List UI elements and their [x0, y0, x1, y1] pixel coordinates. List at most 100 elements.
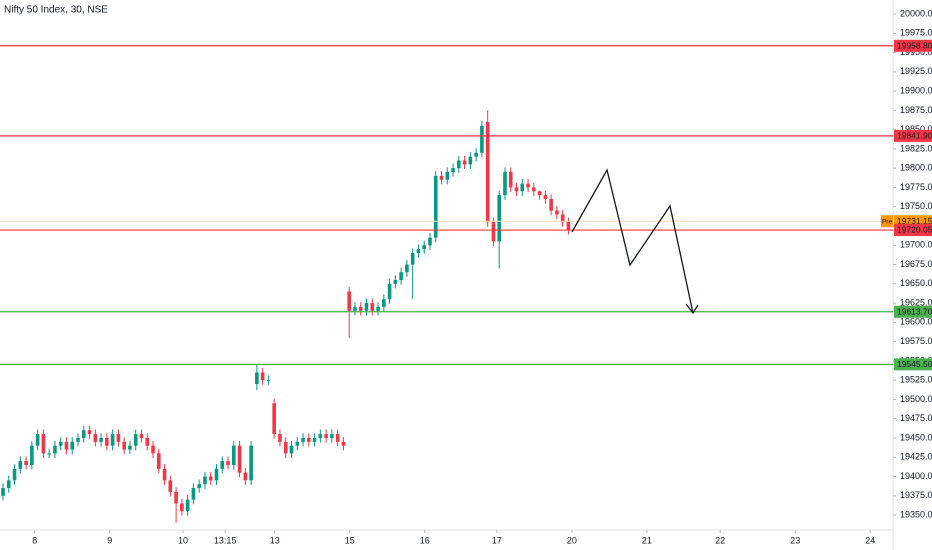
x-tick-label: 9 — [107, 535, 112, 545]
y-tick-label: 19625.00 — [900, 297, 932, 307]
y-tick-label: 19750.00 — [900, 201, 932, 211]
candle-body — [12, 468, 17, 481]
x-tick-label: 8 — [32, 535, 37, 545]
candle-body — [549, 199, 553, 211]
y-tick-label: 19500.00 — [900, 394, 932, 404]
candle-body — [457, 160, 461, 169]
x-tick-label: 20 — [567, 535, 577, 545]
x-tick-label: 24 — [865, 535, 875, 545]
candle-body — [272, 403, 276, 435]
candle-body — [422, 245, 426, 250]
candle-body — [145, 437, 150, 446]
candle-body — [514, 187, 519, 192]
candle-body — [243, 472, 248, 481]
price-label: 19731.15 — [897, 216, 932, 226]
x-tick-label: 15 — [345, 535, 355, 545]
candle-body — [255, 372, 259, 385]
price-label: 19720.05 — [897, 225, 932, 235]
candle-body — [93, 434, 98, 442]
y-tick-label: 19950.00 — [900, 47, 932, 57]
candle-body — [358, 306, 363, 311]
y-tick-label: 19525.00 — [900, 375, 932, 385]
candle-body — [468, 156, 473, 165]
candle-body — [35, 434, 40, 446]
candle-body — [335, 434, 340, 442]
candle-body — [480, 125, 484, 153]
candle-body — [376, 306, 380, 311]
candle-body — [47, 453, 51, 455]
x-tick-label: 16 — [420, 535, 430, 545]
x-tick-label: 10 — [178, 535, 188, 545]
candle-body — [87, 430, 92, 435]
y-tick-label: 19700.00 — [900, 240, 932, 250]
candle-body — [416, 249, 421, 253]
candle-body — [208, 476, 213, 481]
candle-body — [249, 445, 253, 481]
candle-body — [508, 172, 513, 188]
candle-body — [537, 191, 542, 196]
candle-body — [491, 222, 496, 242]
candle-body — [156, 453, 161, 469]
candle-body — [318, 434, 323, 438]
candle-body — [405, 264, 409, 273]
candle-body — [364, 303, 369, 311]
y-tick-label: 19850.00 — [900, 124, 932, 134]
y-tick-label: 19800.00 — [900, 163, 932, 173]
candle-body — [353, 306, 357, 311]
candle-body — [203, 476, 207, 485]
candle-body — [105, 437, 109, 446]
candle-body — [30, 445, 34, 465]
candle-body — [76, 437, 80, 442]
candle-body — [382, 299, 386, 307]
candle-body — [330, 434, 334, 438]
candle-body — [151, 445, 155, 454]
y-tick-label: 19600.00 — [900, 317, 932, 327]
candle-body — [410, 252, 415, 265]
y-tick-label: 19875.00 — [900, 105, 932, 115]
candle-body — [555, 210, 559, 215]
marks: 19350.00 19375.00 19400.00 19425.00 19450.00… — [0, 8, 932, 545]
candle-body — [428, 237, 432, 246]
candle-body — [6, 480, 11, 489]
candle-body — [503, 172, 507, 196]
candle-body — [174, 491, 178, 504]
price-label-box — [894, 39, 932, 52]
candle-body — [70, 441, 75, 450]
x-tick-label: 21 — [642, 535, 652, 545]
y-tick-label: 19350.00 — [900, 509, 932, 519]
candle-body — [64, 441, 69, 450]
candle-body — [18, 461, 23, 469]
candle-body — [197, 484, 201, 489]
candle-body — [1, 488, 5, 496]
y-tick-label: 19450.00 — [900, 432, 932, 442]
candle-body — [53, 445, 57, 454]
price-label: 19841.90 — [897, 131, 932, 141]
candle-body — [231, 445, 236, 465]
y-tick-label: 19975.00 — [900, 28, 932, 38]
candle-body — [191, 488, 196, 500]
candle-body — [128, 445, 132, 450]
candle-body — [81, 430, 86, 438]
price-label-box — [894, 129, 932, 142]
chart-title: Nifty 50 Index, 30, NSE — [4, 5, 108, 16]
candle-body — [526, 183, 530, 188]
candle-body — [347, 291, 351, 311]
candle-body — [324, 434, 328, 438]
candle-body — [474, 152, 478, 157]
price-label: 19613.70 — [897, 307, 932, 317]
candle-body — [266, 380, 271, 382]
projection-drawing — [571, 168, 694, 314]
candle-body — [180, 503, 184, 512]
candle-body — [139, 434, 144, 438]
y-tick-label: 19900.00 — [900, 85, 932, 95]
candle-body — [226, 461, 230, 465]
y-tick-label: 19375.00 — [900, 490, 932, 500]
pre-tag-box — [881, 215, 893, 228]
candle-body — [312, 437, 317, 442]
candle-body — [162, 468, 167, 481]
candle-body — [520, 183, 525, 192]
candle-body — [168, 480, 173, 492]
candle-body — [399, 272, 403, 280]
y-tick-label: 20000.00 — [900, 8, 932, 18]
